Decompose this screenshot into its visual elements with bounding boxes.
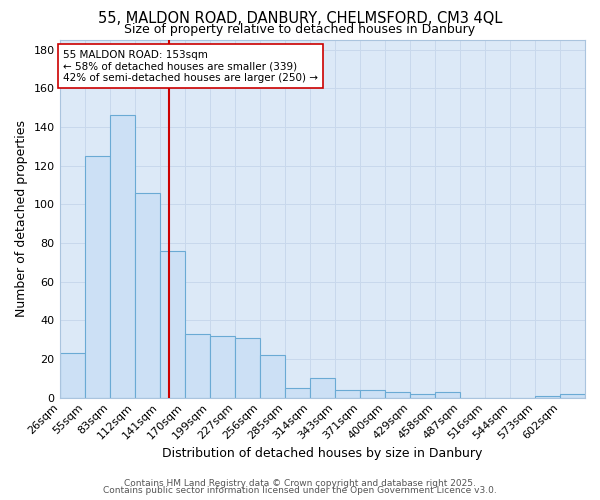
X-axis label: Distribution of detached houses by size in Danbury: Distribution of detached houses by size … [162, 447, 482, 460]
Text: Contains HM Land Registry data © Crown copyright and database right 2025.: Contains HM Land Registry data © Crown c… [124, 478, 476, 488]
Text: Contains public sector information licensed under the Open Government Licence v3: Contains public sector information licen… [103, 486, 497, 495]
Bar [285, 388, 310, 398]
Bar [435, 392, 460, 398]
Bar [85, 156, 110, 398]
Text: Size of property relative to detached houses in Danbury: Size of property relative to detached ho… [124, 22, 476, 36]
Bar [310, 378, 335, 398]
Y-axis label: Number of detached properties: Number of detached properties [15, 120, 28, 318]
Bar [335, 390, 360, 398]
Bar [185, 334, 209, 398]
Bar [560, 394, 585, 398]
Bar [360, 390, 385, 398]
Bar [535, 396, 560, 398]
Bar [235, 338, 260, 398]
Bar [134, 192, 160, 398]
Bar [410, 394, 435, 398]
Bar [260, 355, 285, 398]
Text: 55, MALDON ROAD, DANBURY, CHELMSFORD, CM3 4QL: 55, MALDON ROAD, DANBURY, CHELMSFORD, CM… [98, 11, 502, 26]
Bar [209, 336, 235, 398]
Bar [160, 250, 185, 398]
Text: 55 MALDON ROAD: 153sqm
← 58% of detached houses are smaller (339)
42% of semi-de: 55 MALDON ROAD: 153sqm ← 58% of detached… [63, 50, 318, 83]
Bar [110, 116, 134, 398]
Bar [59, 353, 85, 398]
Bar [385, 392, 410, 398]
